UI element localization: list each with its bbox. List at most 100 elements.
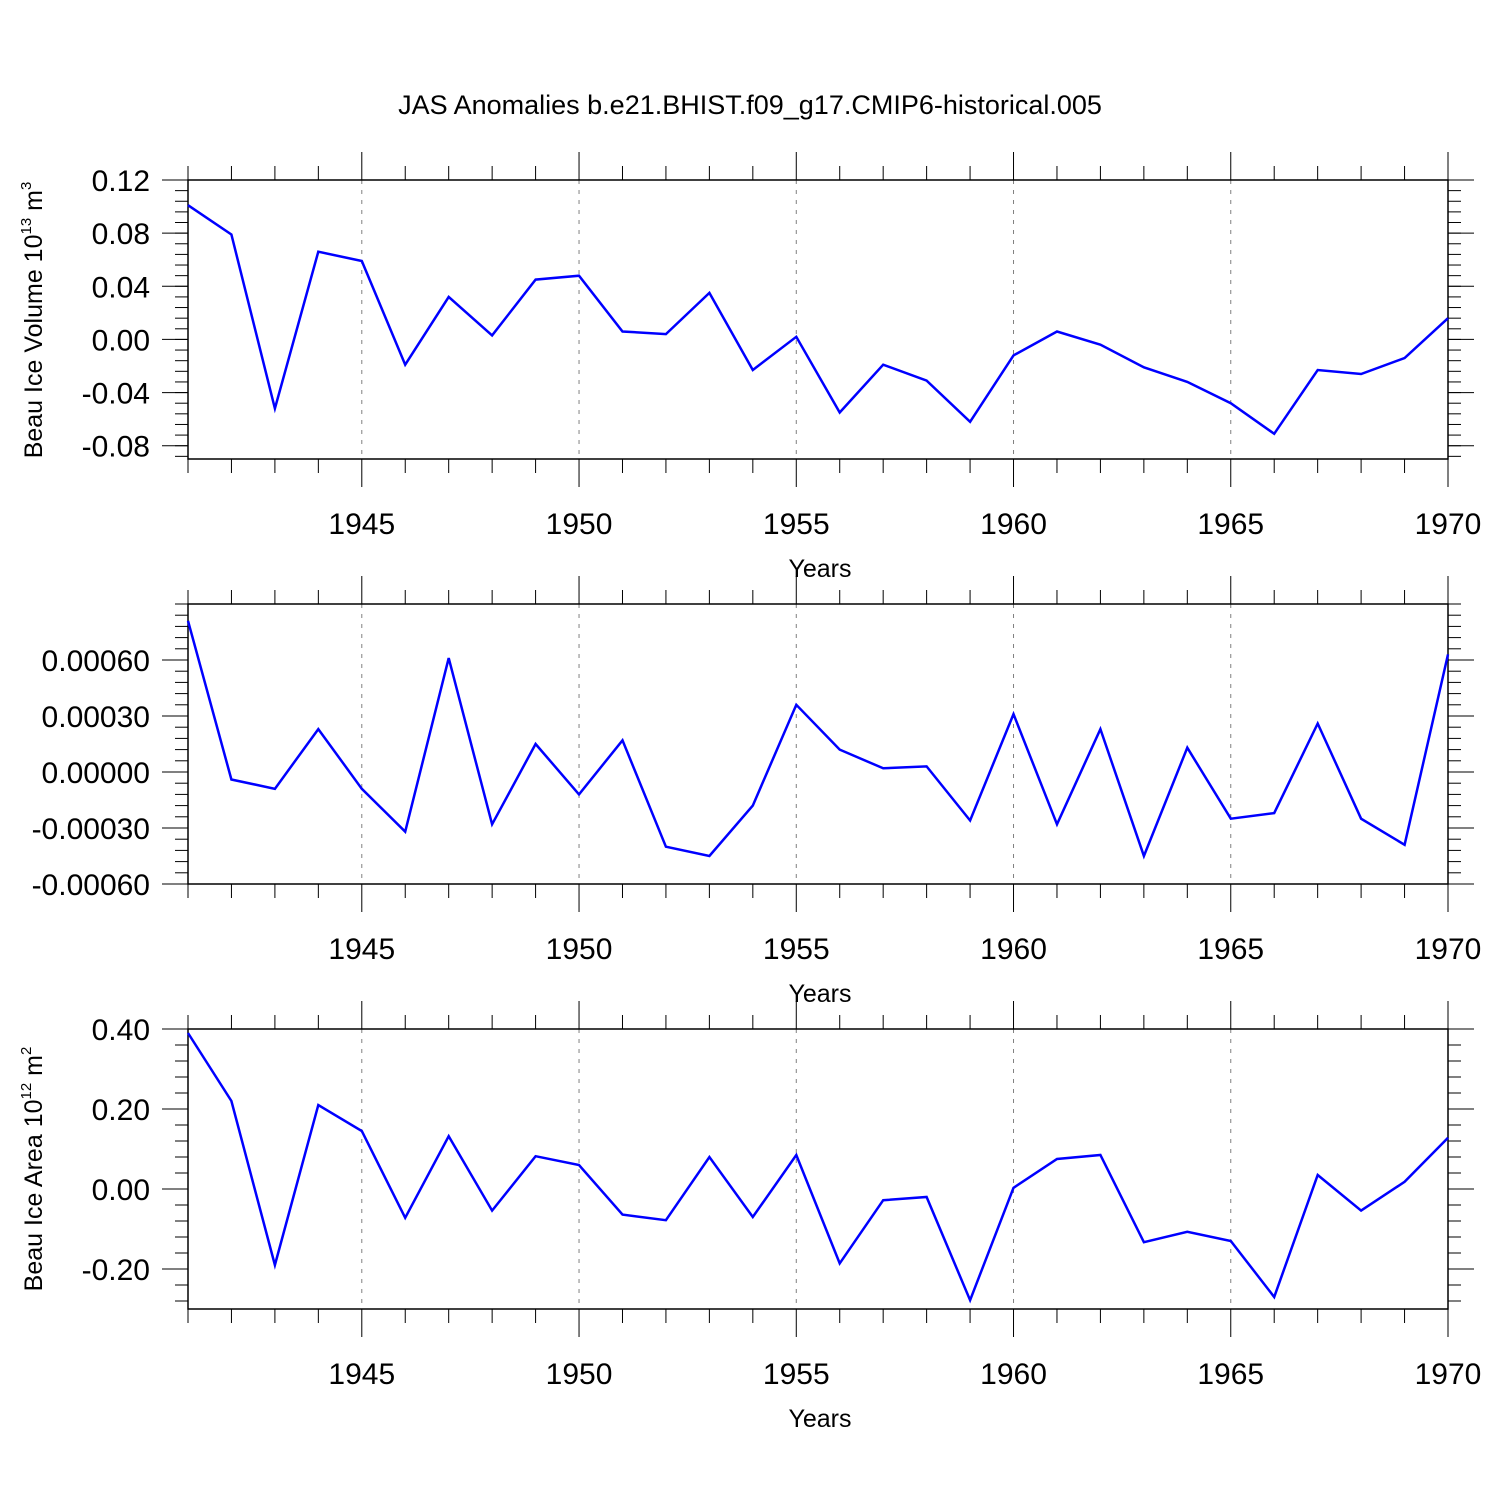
data-point [447,657,450,660]
panel-1: 0.12 0.08 0.04 0.00 -0.04 -0.08 1945 1950 1955 19… [18,152,1481,583]
data-point [708,1156,711,1159]
data-point [1055,823,1058,826]
data-point [1273,812,1276,815]
data-point [1055,1158,1058,1161]
x-axis-label: Years [788,555,851,583]
x-tick-label: 1965 [1197,1358,1264,1391]
y-tick-label: -0.20 [82,1254,150,1287]
data-point [360,787,363,790]
data-point [664,333,667,336]
y-tick-label: -0.00060 [32,869,150,902]
x-tick-label: 1950 [546,933,613,966]
data-point [491,823,494,826]
x-tick-label: 1955 [763,933,830,966]
data-point [969,819,972,822]
y-tick-label: 0.00060 [42,645,150,678]
data-point [751,368,754,371]
data-point [1012,713,1015,716]
x-tick-label: 1965 [1197,933,1264,966]
series-line [186,1032,1449,1304]
data-point [751,1216,754,1219]
data-point [404,363,407,366]
data-point [404,830,407,833]
data-point [230,778,233,781]
panel-3: 0.40 0.20 0.00 -0.20 1945 1950 1955 1960 1965 197… [18,1001,1481,1433]
data-point [838,411,841,414]
y-tick-label: -0.00030 [32,813,150,846]
data-point [838,1262,841,1265]
data-point [1316,368,1319,371]
data-point [1229,817,1232,820]
data-point [708,291,711,294]
data-point [1186,1230,1189,1233]
data-point [969,420,972,423]
series-line [187,204,1449,436]
x-tick-label: 1950 [546,1358,613,1391]
data-point [578,1164,581,1167]
data-point [317,1104,320,1107]
data-point [621,739,624,742]
plot-frame [187,179,1449,460]
y-tick-label: 0.00030 [42,701,150,734]
x-axis-label: Years [788,1405,851,1433]
data-point [273,407,276,410]
y-axis-label-text: m [20,190,48,218]
plot-frame [187,603,1449,885]
data-point [491,334,494,337]
x-tick-label: 1970 [1415,1358,1482,1391]
x-axis-label: Years [788,980,851,1008]
data-point [534,278,537,281]
y-tick-label: 0.40 [92,1014,150,1047]
data-point [1273,1296,1276,1299]
series-line [186,620,1450,860]
data-point [187,619,190,622]
data-point [447,1135,450,1138]
y-tick-label: 0.12 [92,165,150,198]
chart-title: JAS Anomalies b.e21.BHIST.f09_g17.CMIP6-… [398,90,1102,120]
data-point [664,1219,667,1222]
y-tick-label: 0.08 [92,218,150,251]
data-point [795,1154,798,1157]
x-tick-label: 1945 [328,933,395,966]
x-tick-label: 1945 [328,1358,395,1391]
y-axis-label: Beau Ice Volume 1013 m3 [18,182,48,459]
data-point [795,703,798,706]
data-point [1099,728,1102,731]
y-axis-label-superscript: 3 [18,182,35,190]
data-point [1403,843,1406,846]
data-point [1360,1209,1363,1212]
data-point [708,855,711,858]
data-point [1316,722,1319,725]
data-point [1099,343,1102,346]
data-point [1142,1241,1145,1244]
x-tick-label: 1970 [1415,933,1482,966]
x-tick-label: 1950 [546,508,613,541]
data-point [1403,1180,1406,1183]
data-point [621,1213,624,1216]
data-point [751,804,754,807]
x-tick-label: 1960 [980,1358,1047,1391]
data-point [360,260,363,263]
y-tick-label: 0.00 [92,1174,150,1207]
data-point [491,1209,494,1212]
x-tick-label: 1945 [328,508,395,541]
data-point [1447,653,1450,656]
data-point [1316,1174,1319,1177]
x-tick-label: 1965 [1197,508,1264,541]
data-point [882,363,885,366]
panel-2: 0.00060 0.00030 0.00000 -0.00030 -0.00060 194… [32,576,1482,1008]
data-point [1099,1154,1102,1157]
data-point [1012,1186,1015,1189]
data-point [882,1199,885,1202]
y-axis-label: Beau Ice Area 1012 m2 [18,1047,48,1292]
data-point [969,1299,972,1302]
plot-frame [187,1028,1449,1310]
y-axis-label-text: Beau Ice Area 10 [20,1100,48,1292]
data-point [1447,1136,1450,1139]
data-point [1142,366,1145,369]
data-point [1229,402,1232,405]
data-point [360,1130,363,1133]
data-point [838,748,841,751]
data-point [578,274,581,277]
